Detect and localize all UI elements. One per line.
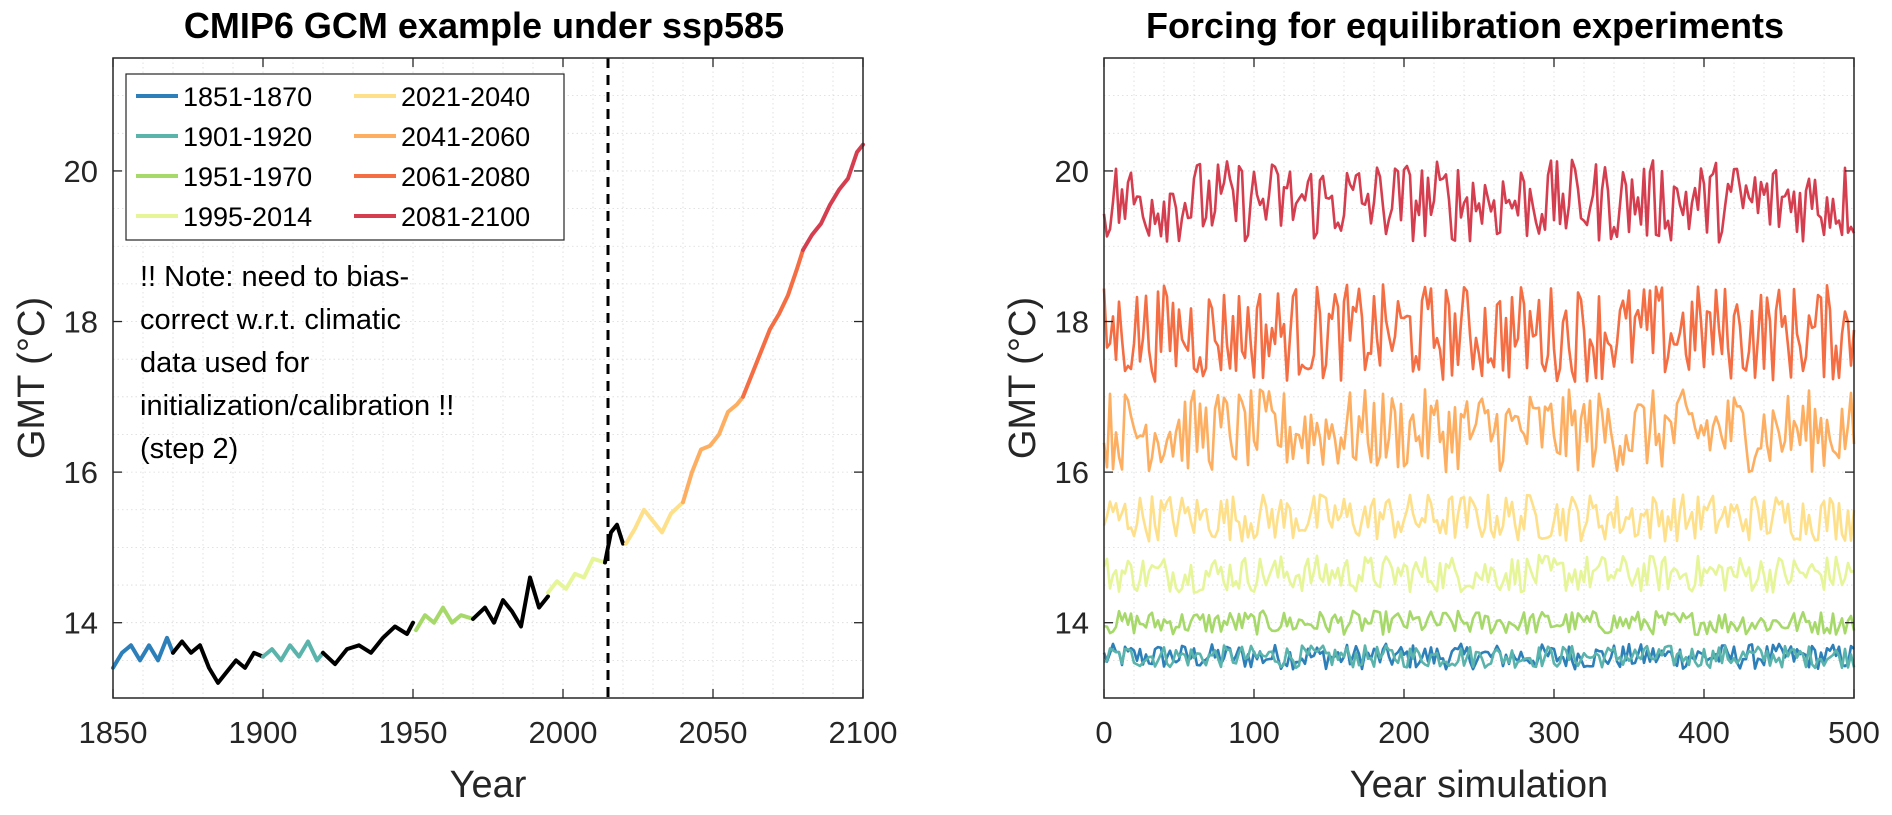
left-x-axis-label: Year [450,764,527,806]
x-tick-label: 400 [1678,715,1730,750]
right-chart-title: Forcing for equilibration experiments [1146,5,1784,46]
series-line-2 [261,639,325,663]
left-ticks [112,58,864,698]
legend-label: 2061-2080 [401,162,530,192]
x-tick-label: 1900 [229,715,298,750]
legend-label: 1901-1920 [183,122,312,152]
right-ticks [1103,58,1855,698]
legend-label: 2041-2060 [401,122,530,152]
legend-label: 1995-2014 [183,202,312,232]
right-series-lines [1102,158,1856,671]
y-tick-label: 20 [64,154,98,189]
legend-label: 1951-1970 [183,162,312,192]
left-tick-labels: 1850 1900 1950 2000 2050 2100 14 16 18 20 [64,154,898,750]
x-tick-label: 300 [1528,715,1580,750]
note-line-5: (step 2) [140,433,238,465]
equilibration-series-6 [1102,283,1856,383]
left-plot-frame [112,57,864,699]
right-tick-labels: 0 100 200 300 400 500 14 16 18 20 [1055,154,1880,750]
left-legend: 1851-1870 1901-1920 1951-1970 1995-2014 2021… [125,73,565,241]
equilibration-series-4 [1102,493,1856,543]
note-line-3: data used for [140,347,310,379]
series-line-10 [741,248,805,399]
x-tick-label: 200 [1378,715,1430,750]
series-line-7 [603,522,625,565]
y-tick-label: 16 [1055,455,1089,490]
left-series-lines [111,58,865,698]
x-tick-label: 1850 [79,715,148,750]
x-tick-label: 100 [1228,715,1280,750]
series-line-5 [471,575,550,629]
y-tick-label: 18 [64,305,98,340]
left-chart-title: CMIP6 GCM example under ssp585 [184,5,784,46]
x-tick-label: 2050 [679,715,748,750]
left-y-axis-label: GMT (°C) [11,297,53,459]
equilibration-series-0 [1102,642,1855,671]
series-line-3 [321,620,415,667]
equilibration-series-7 [1102,158,1856,244]
x-tick-label: 2100 [829,715,898,750]
right-plot-frame [1103,57,1855,699]
left-chart: CMIP6 GCM example under ssp585 1850 1900 1… [11,5,897,806]
right-y-axis-label: GMT (°C) [1002,297,1044,459]
equilibration-series-5 [1102,388,1856,474]
equilibration-series-2 [1103,609,1856,636]
x-tick-label: 2000 [529,715,598,750]
series-line-8 [624,500,685,546]
legend-label: 2081-2100 [401,202,530,232]
equilibration-series-3 [1102,553,1855,594]
series-line-11 [801,142,865,252]
right-x-axis-label: Year simulation [1350,764,1608,806]
x-tick-label: 0 [1095,715,1112,750]
series-line-6 [546,556,607,595]
legend-label: 2021-2040 [401,82,530,112]
note-line-2: correct w.r.t. climatic [140,304,401,336]
x-tick-label: 500 [1828,715,1880,750]
equilibration-series-1 [1103,644,1856,670]
right-chart: Forcing for equilibration experiments 0 1… [1002,5,1880,806]
y-tick-label: 14 [64,606,98,641]
y-tick-label: 14 [1055,606,1089,641]
series-line-4 [414,605,475,633]
series-line-1 [171,639,265,685]
legend-box [125,73,565,241]
y-tick-label: 20 [1055,154,1089,189]
legend-label: 1851-1870 [183,82,312,112]
series-line-9 [681,394,745,505]
note-line-1: !! Note: need to bias- [140,261,409,293]
note-line-4: initialization/calibration !! [140,390,454,422]
right-gridlines [1104,58,1854,699]
y-tick-label: 18 [1055,305,1089,340]
series-line-0 [111,635,175,670]
x-tick-label: 1950 [379,715,448,750]
y-tick-label: 16 [64,455,98,490]
